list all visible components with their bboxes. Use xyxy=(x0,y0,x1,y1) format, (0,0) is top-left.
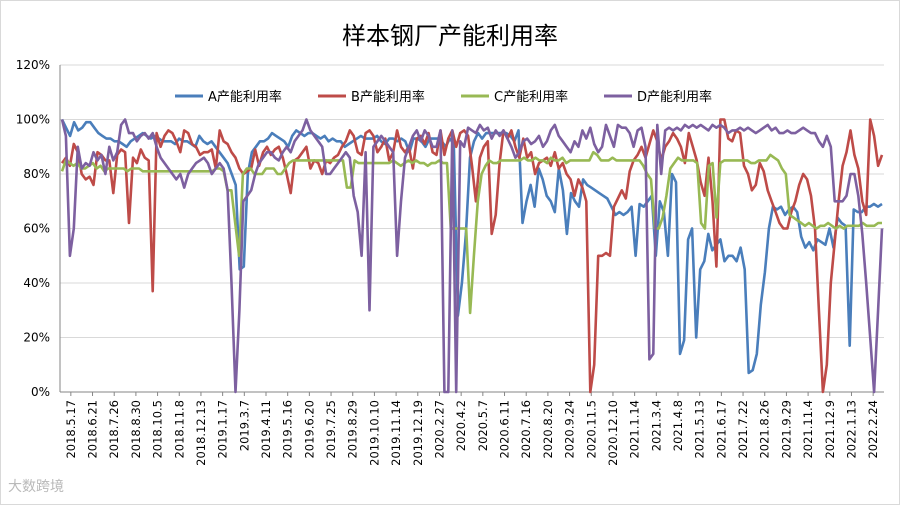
x-tick-label: 2021.5.13 xyxy=(693,400,707,459)
x-tick-label: 2021.6.17 xyxy=(714,400,728,459)
x-tick-label: 2019.10.10 xyxy=(367,400,381,466)
x-tick-label: 2019.4.11 xyxy=(259,400,273,459)
x-tick-label: 2020.8.20 xyxy=(541,400,555,459)
x-tick-label: 2020.6.11 xyxy=(498,400,512,459)
y-axis: 0% 20% 40% 60% 80% 100% 120% xyxy=(16,58,61,399)
legend: A产能利用率 B产能利用率 C产能利用率 D产能利用率 xyxy=(175,89,712,105)
x-tick-label: 2018.11.8 xyxy=(172,400,186,459)
y-tick-label: 100% xyxy=(16,113,50,127)
x-tick-label: 2021.7.22 xyxy=(736,400,750,459)
y-tick-label: 120% xyxy=(16,58,50,72)
y-tick-label: 40% xyxy=(23,276,50,290)
x-tick-label: 2019.7.25 xyxy=(324,400,338,459)
x-tick-label: 2018.12.13 xyxy=(194,400,208,466)
x-tick-label: 2021.4.8 xyxy=(671,400,685,451)
series-line-B xyxy=(60,118,884,394)
x-tick-label: 2020.2.27 xyxy=(432,400,446,459)
x-tick-label: 2019.8.29 xyxy=(346,400,360,459)
x-tick-label: 2019.3.7 xyxy=(237,400,251,451)
x-tick-label: 2020.5.7 xyxy=(476,400,490,451)
x-tick-label: 2019.11.14 xyxy=(389,400,403,466)
y-tick-label: 0% xyxy=(31,385,50,399)
x-tick-label: 2019.5.16 xyxy=(281,400,295,459)
x-tick-label: 2018.6.21 xyxy=(86,400,100,459)
x-tick-label: 2019.12.19 xyxy=(411,400,425,466)
x-tick-label: 2021.3.4 xyxy=(649,400,663,451)
y-tick-label: 80% xyxy=(23,167,50,181)
legend-label-B: B产能利用率 xyxy=(351,89,425,105)
series-group xyxy=(60,118,884,394)
x-tick-label: 2018.8.30 xyxy=(129,400,143,459)
x-tick-label: 2020.11.5 xyxy=(584,400,598,459)
x-tick-label: 2021.1.14 xyxy=(628,400,642,459)
x-tick-label: 2020.9.24 xyxy=(563,400,577,459)
x-tick-label: 2020.12.10 xyxy=(606,400,620,466)
legend-label-C: C产能利用率 xyxy=(494,89,568,105)
x-tick-label: 2019.6.20 xyxy=(302,400,316,459)
x-axis: 2018.5.17 2018.6.21 2018.7.26 2018.8.30 2018… xyxy=(60,391,884,466)
x-tick-label: 2021.9.29 xyxy=(779,400,793,459)
chart-title: 样本钢厂产能利用率 xyxy=(342,22,558,50)
y-tick-label: 20% xyxy=(23,331,50,345)
x-tick-label: 2019.1.17 xyxy=(216,400,230,459)
series-line-C xyxy=(60,150,882,315)
legend-label-A: A产能利用率 xyxy=(208,89,282,105)
x-tick-label: 2022.2.24 xyxy=(866,400,880,459)
x-tick-label: 2020.7.16 xyxy=(519,400,533,459)
x-tick-label: 2022.1.13 xyxy=(844,400,858,459)
x-tick-label: 2018.7.26 xyxy=(107,400,121,459)
x-tick-label: 2021.8.26 xyxy=(758,400,772,459)
x-tick-label: 2018.5.17 xyxy=(64,400,78,459)
series-line-D xyxy=(60,118,884,394)
x-tick-label: 2018.10.5 xyxy=(151,400,165,459)
series-line-A xyxy=(60,118,883,375)
y-tick-label: 60% xyxy=(23,222,50,236)
x-tick-label: 2020.4.2 xyxy=(454,400,468,451)
watermark: 大数跨境 xyxy=(8,479,64,495)
x-tick-label: 2021.11.4 xyxy=(801,400,815,459)
x-tick-label: 2021.12.9 xyxy=(823,400,837,459)
legend-label-D: D产能利用率 xyxy=(637,89,712,105)
